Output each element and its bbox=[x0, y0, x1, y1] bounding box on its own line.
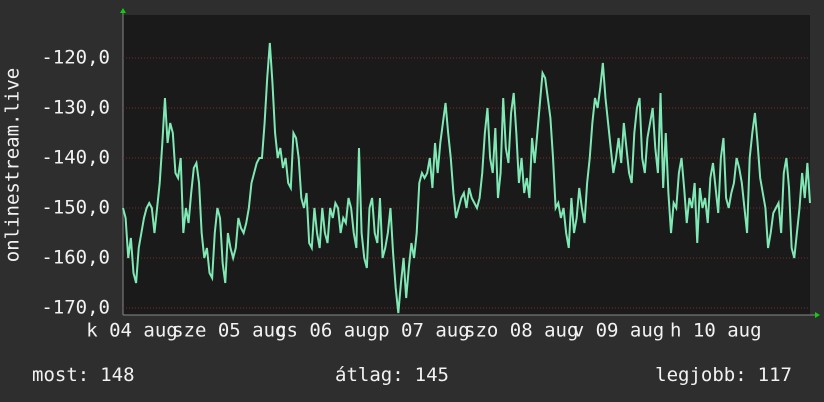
x-tick-label: h 10 aug bbox=[670, 320, 762, 342]
plot-area bbox=[123, 15, 810, 315]
x-tick-label: k 04 aug bbox=[86, 320, 178, 342]
x-tick-label: szo 08 aug bbox=[464, 320, 578, 342]
stat-label: legjobb: bbox=[655, 364, 747, 386]
stat: most: 148 bbox=[32, 364, 135, 386]
y-tick-label: -140,0 bbox=[41, 147, 110, 169]
stat: átlag: 145 bbox=[335, 364, 449, 386]
y-tick-label: -120,0 bbox=[41, 47, 110, 69]
y-axis-label: onlinestream.live bbox=[2, 68, 24, 262]
x-tick-label: v 09 aug bbox=[573, 320, 665, 342]
arrow bbox=[815, 312, 820, 318]
arrow bbox=[120, 8, 126, 13]
stat-label: átlag: bbox=[335, 364, 404, 386]
stat-value: 148 bbox=[100, 364, 134, 386]
y-tick-label: -160,0 bbox=[41, 247, 110, 269]
x-tick-label: cs 06 aug bbox=[275, 320, 378, 342]
y-tick-label: -150,0 bbox=[41, 197, 110, 219]
x-tick-label: p 07 aug bbox=[378, 320, 470, 342]
y-tick-label: -130,0 bbox=[41, 97, 110, 119]
stat: legjobb: 117 bbox=[655, 364, 792, 386]
y-tick-label: -170,0 bbox=[41, 297, 110, 319]
stat-value: 117 bbox=[758, 364, 792, 386]
stat-value: 145 bbox=[415, 364, 449, 386]
data-line bbox=[122, 42, 811, 314]
stat-label: most: bbox=[32, 364, 89, 386]
x-tick-label: sze 05 aug bbox=[172, 320, 286, 342]
